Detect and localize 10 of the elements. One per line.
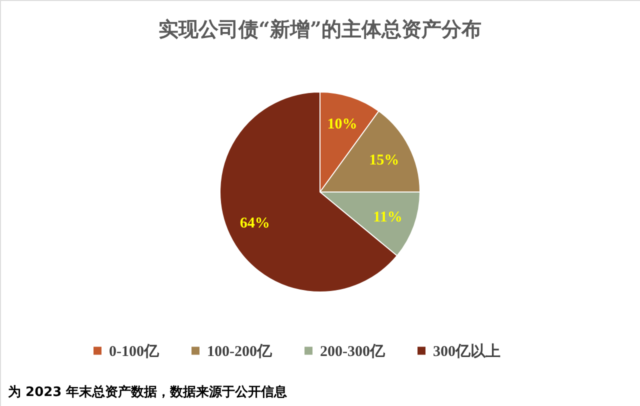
legend-label: 200-300亿	[320, 342, 386, 360]
legend-label: 100-200亿	[207, 342, 273, 360]
chart-title: 实现公司债“新增”的主体总资产分布	[158, 17, 482, 41]
legend-label: 0-100亿	[109, 342, 160, 360]
data-label: 11%	[373, 209, 402, 226]
data-label: 15%	[369, 152, 400, 168]
text: 为 2023 年末总资产数据，数据来源于公开信息	[8, 384, 288, 400]
data-label: 64%	[240, 216, 270, 232]
data-label: 10%	[327, 116, 358, 133]
legend-label: 300亿以上	[433, 342, 500, 360]
